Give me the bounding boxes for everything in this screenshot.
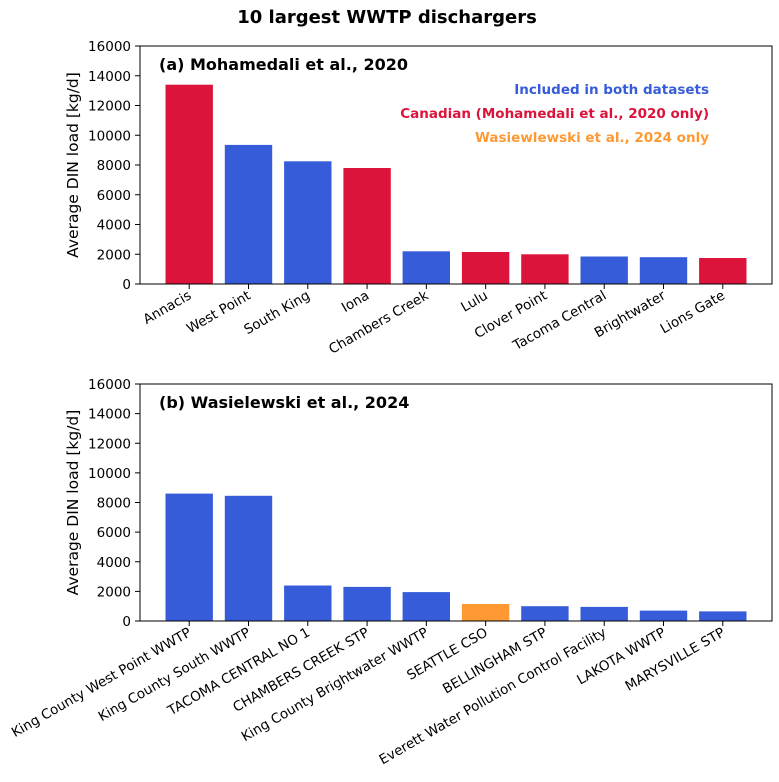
x-tick-label: Iona xyxy=(339,288,372,316)
x-tick-label: Chambers Creek xyxy=(326,288,431,358)
bar-b-5 xyxy=(461,604,510,621)
bar-b-2 xyxy=(284,585,332,621)
y-tick-label: 4000 xyxy=(97,218,131,234)
x-tick-label: MARYSVILLE STP xyxy=(623,625,728,695)
y-tick-label: 8000 xyxy=(97,158,131,174)
x-tick-label: West Point xyxy=(184,288,254,337)
y-tick-label: 12000 xyxy=(88,99,131,115)
bar-b-3 xyxy=(343,586,391,621)
x-tick-label: Lulu xyxy=(458,288,490,316)
legend-entry-canadian: Canadian (Mohamedali et al., 2020 only) xyxy=(400,106,709,122)
y-tick-label: 6000 xyxy=(97,188,131,204)
figure-title: 10 largest WWTP dischargers xyxy=(237,7,537,28)
bar-b-6 xyxy=(521,606,569,621)
bar-b-4 xyxy=(402,592,450,621)
bar-a-4 xyxy=(402,251,450,284)
bar-a-3 xyxy=(343,168,391,284)
bar-b-9 xyxy=(699,611,747,621)
y-tick-label: 10000 xyxy=(88,466,131,482)
legend-entry-wasielewski_only: Wasiewlewski et al., 2024 only xyxy=(475,130,709,146)
bar-a-1 xyxy=(224,144,273,284)
bar-b-1 xyxy=(224,495,273,621)
bar-a-8 xyxy=(639,257,688,284)
bar-b-7 xyxy=(580,606,628,621)
y-tick-label: 16000 xyxy=(88,39,131,55)
x-tick-label: South King xyxy=(241,288,312,338)
bar-a-5 xyxy=(461,252,510,284)
y-tick-label: 8000 xyxy=(97,496,131,512)
y-axis-label: Average DIN load [kg/d] xyxy=(64,72,82,258)
y-tick-label: 2000 xyxy=(97,247,131,263)
y-axis-label: Average DIN load [kg/d] xyxy=(64,410,82,596)
y-tick-label: 14000 xyxy=(88,69,131,85)
y-tick-label: 0 xyxy=(122,277,131,293)
bar-a-2 xyxy=(284,161,332,284)
bar-a-9 xyxy=(699,258,747,284)
panel-title: (b) Wasielewski et al., 2024 xyxy=(159,393,409,412)
bar-a-0 xyxy=(165,84,213,284)
bar-a-7 xyxy=(580,256,628,284)
x-tick-label: Lions Gate xyxy=(658,288,728,338)
y-tick-label: 0 xyxy=(122,614,131,630)
bar-b-0 xyxy=(165,493,213,621)
y-tick-label: 4000 xyxy=(97,555,131,571)
y-tick-label: 2000 xyxy=(97,584,131,600)
y-tick-label: 10000 xyxy=(88,128,131,144)
legend-entry-both: Included in both datasets xyxy=(514,82,709,98)
y-tick-label: 14000 xyxy=(88,407,131,423)
y-tick-label: 12000 xyxy=(88,436,131,452)
bar-a-6 xyxy=(521,254,569,285)
bar-b-8 xyxy=(639,610,688,621)
y-tick-label: 6000 xyxy=(97,525,131,541)
panel-title: (a) Mohamedali et al., 2020 xyxy=(159,55,408,74)
y-tick-label: 16000 xyxy=(88,377,131,393)
